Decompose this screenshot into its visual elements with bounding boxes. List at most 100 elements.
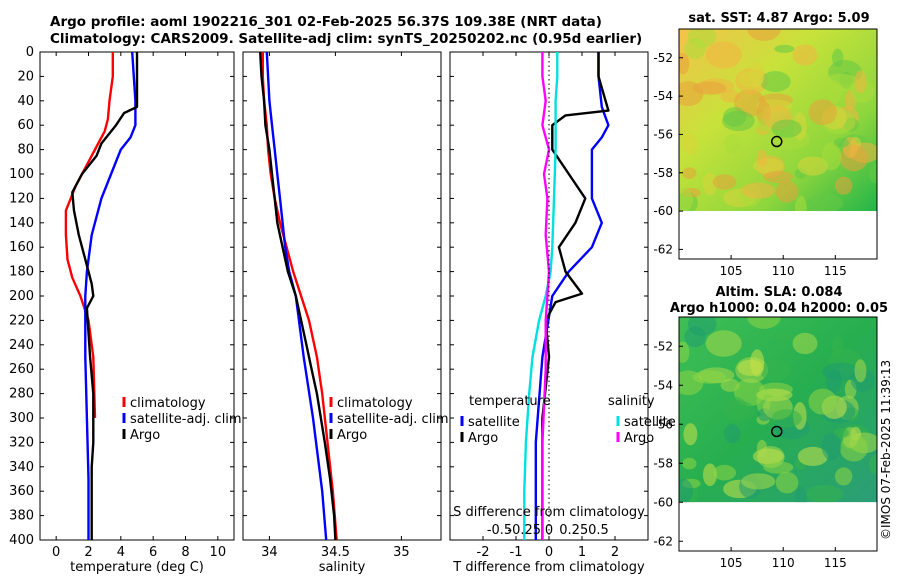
temperature-x-tick-label: 8 xyxy=(181,545,189,560)
y-tick-label: 320 xyxy=(9,435,34,450)
sst-map-x-tick-label: 115 xyxy=(824,264,847,278)
sla-map-x-tick-label: 105 xyxy=(720,556,743,570)
salinity-legend-label: Argo xyxy=(337,428,367,443)
sst-map-patch xyxy=(692,81,727,95)
difference-x-tick-label: -1 xyxy=(510,545,523,560)
sla-map-y-tick-label: -54 xyxy=(653,378,673,392)
difference-x-tick-label: 0 xyxy=(545,545,553,560)
sla-map-patch xyxy=(774,333,795,342)
sst-map-patch xyxy=(834,176,853,195)
difference-series-3 xyxy=(541,52,551,540)
sst-map-y-tick-label: -60 xyxy=(653,204,673,218)
sst-map-patch xyxy=(806,193,844,213)
sla-map-patch xyxy=(722,400,755,421)
sst-map-patch xyxy=(854,70,867,94)
sla-map-patch xyxy=(833,427,849,438)
salinity-x-axis-label: salinity xyxy=(319,560,366,575)
chart-title-line-2: Climatology: CARS2009. Satellite-adj cli… xyxy=(50,31,643,47)
temperature-x-tick-label: 0 xyxy=(52,545,60,560)
sst-map-patch xyxy=(712,174,737,190)
sst-map-patch xyxy=(756,149,768,167)
difference-legend-title: temperature xyxy=(469,394,551,409)
sla-map-patch xyxy=(771,409,802,428)
sst-map-field xyxy=(679,29,877,222)
sst-map-y-tick-label: -56 xyxy=(653,127,673,141)
sla-map-y-tick-label: -62 xyxy=(653,534,673,548)
difference-top-tick-label: 0 xyxy=(545,523,553,538)
sla-map-patch xyxy=(683,423,698,446)
sla-map-title-2: Argo h1000: 0.04 h2000: 0.05 xyxy=(670,301,888,316)
sla-map-title-1: Altim. SLA: 0.084 xyxy=(716,285,843,300)
y-tick-label: 0 xyxy=(26,45,34,60)
panel-difference: -2 -1 0 1 2T difference from climatology S di… xyxy=(449,51,676,575)
sst-map-patch xyxy=(705,41,742,69)
sla-map-patch xyxy=(679,341,690,363)
sst-map-patch xyxy=(682,167,697,179)
sst-map-patch xyxy=(741,182,776,199)
difference-x-tick-label: 1 xyxy=(578,545,586,560)
y-tick-label: 340 xyxy=(9,460,34,475)
panel-temperature: 0204060801001201401601802002202402602803… xyxy=(9,45,241,575)
sla-map-patch xyxy=(705,330,742,357)
sst-map-patch xyxy=(833,137,849,148)
y-tick-label: 120 xyxy=(9,191,34,206)
sst-map-title: sat. SST: 4.87 Argo: 5.09 xyxy=(688,11,869,26)
difference-x-axis-label: T difference from climatology xyxy=(452,560,645,575)
difference-legend-label: satellite xyxy=(624,415,676,430)
y-tick-label: 100 xyxy=(9,167,34,182)
temperature-axes-box xyxy=(39,51,235,541)
sst-map-patch xyxy=(797,156,828,176)
sst-map-y-tick-label: -62 xyxy=(653,242,673,256)
sst-map-patch xyxy=(683,133,698,156)
sla-map-patch xyxy=(747,317,781,329)
sla-map-patch xyxy=(868,454,877,475)
sla-map-patch xyxy=(763,461,794,474)
sla-map-field xyxy=(679,317,877,513)
sst-map-patch xyxy=(703,172,717,196)
sla-map-patch xyxy=(792,332,818,355)
difference-top-tick-label: -0.25 xyxy=(507,523,541,538)
sst-map-patch xyxy=(774,44,795,53)
sst-map-patch xyxy=(750,60,765,88)
difference-series-1 xyxy=(541,52,610,540)
y-tick-label: 280 xyxy=(9,387,34,402)
panel-salinity: 34 34.5 35 salinity climatologysatellite-adj… xyxy=(242,51,449,575)
sst-map-patch xyxy=(747,29,781,41)
sst-map-y-tick-label: -54 xyxy=(653,89,673,103)
sla-map-patch xyxy=(775,471,799,494)
sla-map-patch xyxy=(692,370,727,384)
difference-legend-label: satellite xyxy=(468,415,520,430)
difference-legend-label: Argo xyxy=(468,431,498,446)
sla-map-patch xyxy=(759,359,791,381)
sla-map-x-tick-label: 110 xyxy=(772,556,795,570)
difference-top-tick-label: -0.5 xyxy=(487,523,512,538)
sst-map-patch xyxy=(724,133,741,154)
sst-map-patch xyxy=(679,187,694,213)
chart-title-line-1: Argo profile: aoml 1902216_301 02-Feb-20… xyxy=(50,14,602,30)
sla-map-patch xyxy=(750,349,765,377)
difference-top-axis-label: S difference from climatology xyxy=(453,505,645,520)
y-tick-label: 180 xyxy=(9,265,34,280)
salinity-x-tick-label: 35 xyxy=(393,545,410,560)
salinity-legend-label: climatology xyxy=(337,396,413,411)
credit-text: ©IMOS 07-Feb-2025 11:39:13 xyxy=(879,360,893,540)
difference-legend-label: Argo xyxy=(624,431,654,446)
sst-map-argo-marker xyxy=(770,135,783,148)
sst-map-patch xyxy=(868,164,877,184)
sst-map-patch xyxy=(722,110,755,132)
sla-map-x-tick-label: 115 xyxy=(824,556,847,570)
sla-map-patch xyxy=(756,439,768,458)
y-tick-label: 200 xyxy=(9,289,34,304)
sst-map-patch xyxy=(775,180,799,203)
temperature-x-tick-label: 10 xyxy=(210,545,227,560)
sst-map-x-tick-label: 110 xyxy=(772,264,795,278)
temperature-legend-label: climatology xyxy=(130,396,206,411)
salinity-axes-box xyxy=(242,51,442,541)
y-tick-label: 20 xyxy=(17,69,34,84)
sla-map-patch xyxy=(712,464,737,481)
sla-map-patch xyxy=(806,484,844,504)
difference-top-tick-label: 0.25 xyxy=(559,523,588,538)
y-tick-label: 60 xyxy=(17,118,34,133)
temperature-legend-label: satellite-adj. clim xyxy=(130,412,242,427)
